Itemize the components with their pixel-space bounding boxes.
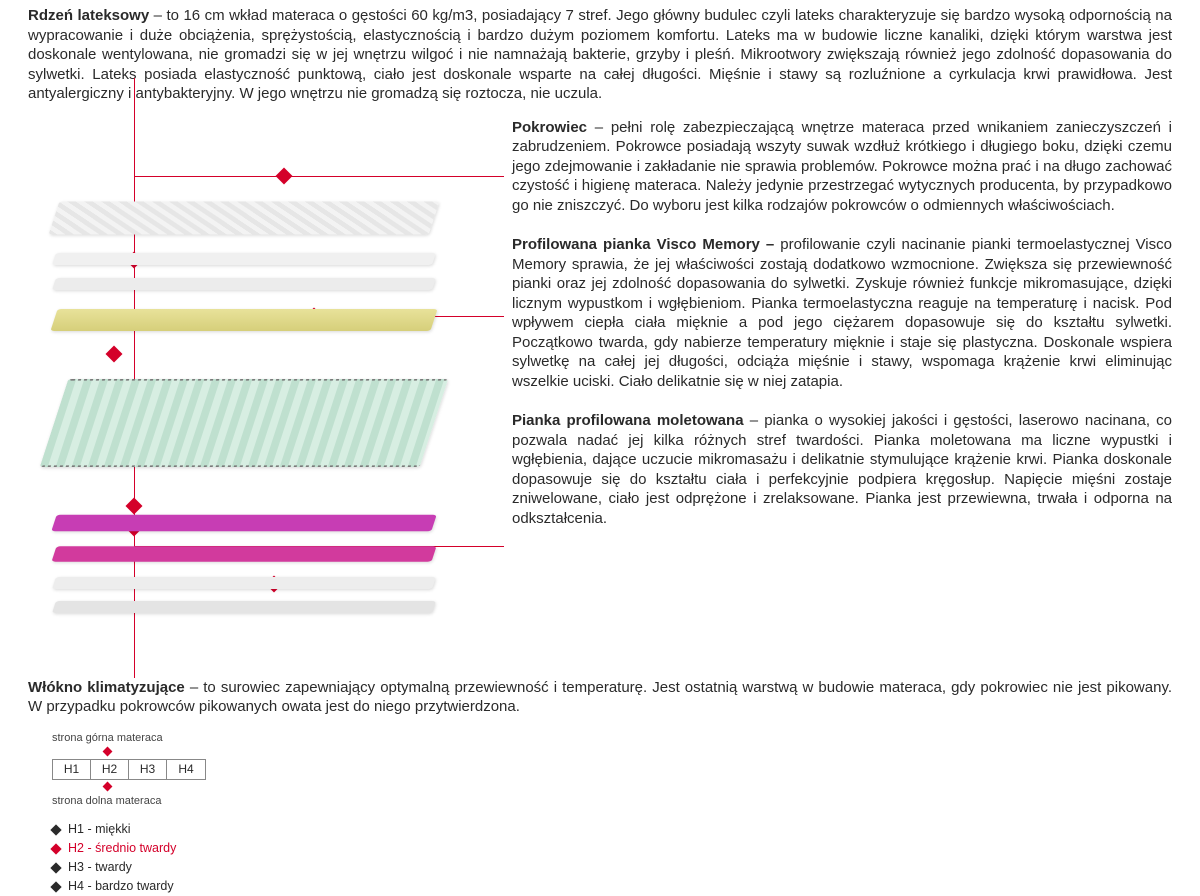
visco-text: profilowanie czyli nacinanie pianki term…: [512, 236, 1172, 390]
moletowana-text: – pianka o wysokiej jakości i gęstości, …: [512, 412, 1172, 527]
bullet-diamond: [50, 862, 61, 873]
section-moletowana: Pianka profilowana moletowana – pianka o…: [512, 411, 1172, 528]
legend-caption-top: strona górna materaca: [52, 731, 1172, 746]
hardness-item: H3 - twardy: [52, 858, 1172, 877]
legend-caption-bottom: strona dolna materaca: [52, 794, 1172, 809]
bullet-diamond: [50, 824, 61, 835]
legend-scale: H1 H2 H3 H4: [52, 759, 206, 779]
section-visco: Profilowana pianka Visco Memory – profil…: [512, 235, 1172, 391]
layer-stack: [34, 178, 464, 678]
callout-line: [134, 176, 504, 177]
section-wlokno: Włókno klimatyzujące – to surowiec zapew…: [28, 678, 1172, 717]
hardness-item: H4 - bardzo twardy: [52, 877, 1172, 896]
layer-latex-core: [40, 379, 449, 467]
pokrowiec-text: – pełni rolę zabezpieczającą wnętrze mat…: [512, 119, 1172, 214]
layer-visco: [50, 309, 437, 331]
legend-cell: H1: [53, 760, 91, 778]
rdzen-title: Rdzeń lateksowy: [28, 7, 149, 24]
hardness-label: H4 - bardzo twardy: [68, 879, 174, 893]
hardness-list: H1 - miękki H2 - średnio twardy H3 - twa…: [52, 820, 1172, 896]
legend-top-markers: [52, 747, 1172, 757]
wlokno-text: – to surowiec zapewniający optymalną prz…: [28, 679, 1172, 716]
rdzen-text: – to 16 cm wkład materaca o gęstości 60 …: [28, 7, 1172, 102]
layer-white: [52, 576, 436, 588]
mattress-diagram: [28, 118, 488, 678]
layer-white: [52, 252, 436, 264]
layer-purple: [51, 514, 436, 531]
layer-cover: [49, 201, 440, 234]
hardness-item: H1 - miękki: [52, 820, 1172, 839]
middle-row: Pokrowiec – pełni rolę zabezpieczającą w…: [28, 118, 1172, 678]
legend-cell: H2: [91, 760, 129, 778]
hardness-label: H1 - miękki: [68, 822, 131, 836]
visco-title: Profilowana pianka Visco Memory –: [512, 236, 774, 253]
legend-bottom-markers: [52, 782, 1172, 792]
diamond-marker: [103, 747, 113, 757]
legend-cell: H4: [167, 760, 205, 778]
hardness-label: H2 - średnio twardy: [68, 841, 176, 855]
right-text-column: Pokrowiec – pełni rolę zabezpieczającą w…: [512, 118, 1172, 678]
wlokno-title: Włókno klimatyzujące: [28, 679, 185, 696]
bullet-diamond: [50, 881, 61, 892]
layer-white: [52, 277, 436, 289]
hardness-legend: strona górna materaca H1 H2 H3 H4 strona…: [52, 731, 1172, 896]
moletowana-title: Pianka profilowana moletowana: [512, 412, 744, 429]
hardness-item: H2 - średnio twardy: [52, 839, 1172, 858]
pokrowiec-title: Pokrowiec: [512, 119, 587, 136]
diamond-marker: [103, 781, 113, 791]
section-rdzen: Rdzeń lateksowy – to 16 cm wkład materac…: [28, 6, 1172, 104]
hardness-label: H3 - twardy: [68, 860, 132, 874]
bullet-diamond: [50, 843, 61, 854]
legend-cell: H3: [129, 760, 167, 778]
layer-moletowana: [51, 546, 436, 561]
layer-white: [52, 600, 436, 612]
section-pokrowiec: Pokrowiec – pełni rolę zabezpieczającą w…: [512, 118, 1172, 216]
